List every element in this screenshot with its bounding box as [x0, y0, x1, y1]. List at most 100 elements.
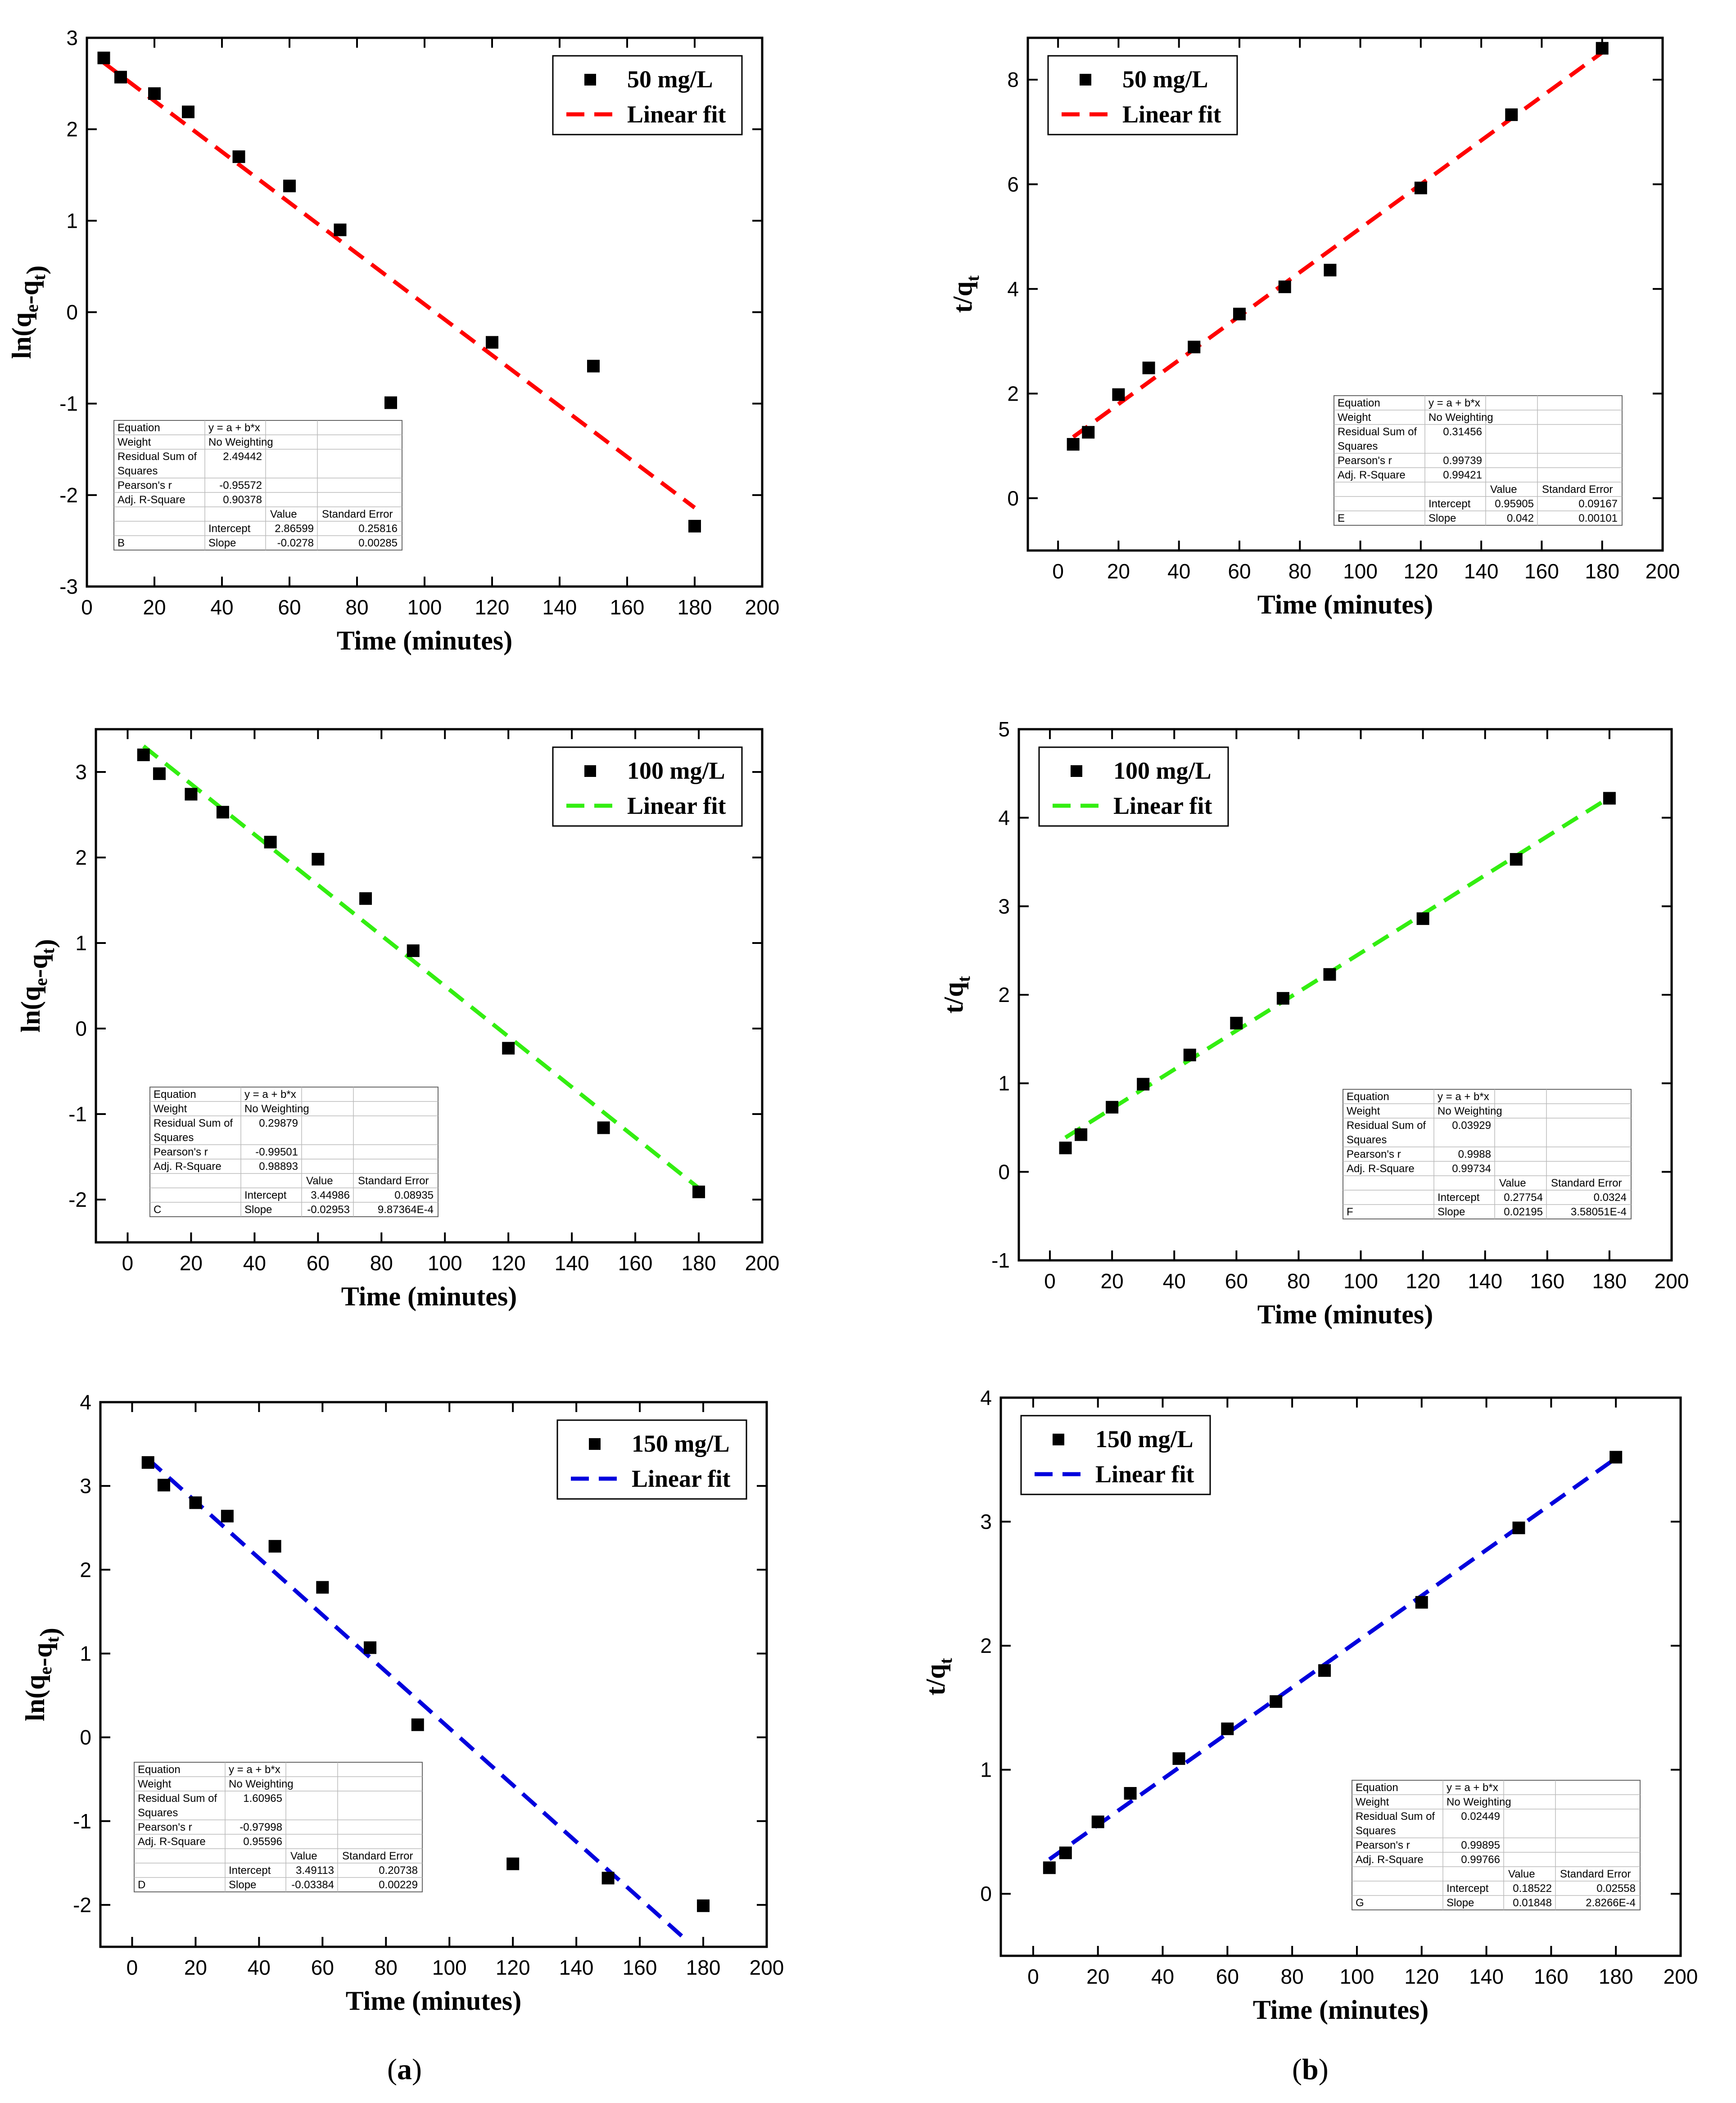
- y-tick-label: 2: [66, 117, 78, 141]
- stats-slope-label: Slope: [1429, 512, 1456, 524]
- stats-rss-label: Residual Sum of: [1356, 1810, 1435, 1823]
- x-tick-label: 40: [210, 596, 233, 619]
- data-point: [697, 1899, 710, 1912]
- stats-pearson-label: Pearson's r: [138, 1821, 192, 1833]
- data-point: [1188, 340, 1201, 353]
- data-point: [1415, 1596, 1428, 1609]
- y-label-part: ln(q: [16, 986, 45, 1033]
- stats-slope-label: Slope: [229, 1879, 256, 1891]
- stats-slope: 0.01848: [1513, 1897, 1552, 1909]
- stats-table-frame: [1334, 395, 1623, 526]
- y-tick-label: 2: [980, 1634, 992, 1657]
- x-tick-label: 200: [745, 596, 780, 619]
- data-point: [1221, 1722, 1234, 1735]
- panel-a-middle: 0 20 40 60 80 100 120 140 160 180 200 -2 -1 0 1 2 3 Time …: [16, 728, 779, 1311]
- y-tick-label: 4: [980, 1386, 992, 1409]
- y-axis-label: ln(qe-qt): [16, 939, 60, 1033]
- y-tick-label: 0: [75, 1017, 87, 1040]
- y-label-part: ): [21, 266, 51, 275]
- stats-pearson: 0.99895: [1461, 1839, 1500, 1851]
- stats-slope-se: 2.8266E-4: [1586, 1897, 1636, 1909]
- y-tick-label: 6: [1007, 172, 1019, 196]
- legend-marker: [589, 1438, 601, 1450]
- x-tick-label: 120: [496, 1956, 530, 1979]
- x-tick-label: 100: [1340, 1965, 1374, 1988]
- data-point: [1318, 1664, 1331, 1677]
- stats-rss-label-2: Squares: [118, 465, 158, 477]
- data-point: [587, 360, 600, 373]
- y-tick-label: 1: [66, 209, 78, 232]
- data-point: [1124, 1787, 1137, 1800]
- data-point: [1323, 968, 1336, 981]
- y-tick-label: 3: [80, 1474, 91, 1498]
- x-tick-label: 140: [1464, 560, 1499, 583]
- stats-weight: No Weighting: [208, 436, 273, 448]
- stats-slope-label: Slope: [208, 537, 236, 549]
- y-label-subscript: t: [936, 1658, 956, 1664]
- plot-frame: [999, 1396, 1682, 1957]
- x-tick-label: 120: [1406, 1269, 1440, 1293]
- stats-weight-label: Weight: [1338, 411, 1371, 424]
- data-point: [1043, 1861, 1056, 1874]
- y-tick-label: 4: [998, 806, 1010, 830]
- stats-intercept: 0.95905: [1495, 498, 1534, 510]
- legend-box: [1047, 55, 1238, 135]
- stats-pearson: 0.9988: [1458, 1148, 1491, 1160]
- data-point: [1270, 1695, 1283, 1708]
- data-point: [157, 1479, 170, 1492]
- y-label-part: t/q: [948, 281, 977, 313]
- legend-series-label: 100 mg/L: [1113, 757, 1212, 784]
- y-tick-label: -3: [59, 575, 78, 598]
- stats-table: Equation y = a + b*x Weight No Weighting Res…: [1334, 395, 1623, 526]
- stats-table: Equation y = a + b*x Weight No Weighting Res…: [1343, 1089, 1632, 1219]
- stats-slope-se: 0.00101: [1578, 512, 1618, 524]
- legend-marker: [1071, 765, 1082, 777]
- x-tick-label: 60: [311, 1956, 334, 1979]
- x-tick-label: 80: [345, 596, 368, 619]
- data-point: [153, 767, 166, 780]
- data-point: [384, 396, 397, 409]
- plot-frame: [1026, 36, 1664, 552]
- x-tick-label: 200: [1655, 1269, 1689, 1293]
- x-axis-label: Time (minutes): [1253, 1995, 1429, 2025]
- x-tick-label: 140: [1468, 1269, 1502, 1293]
- legend-marker: [584, 74, 596, 86]
- stats-rss: 0.03929: [1452, 1119, 1491, 1132]
- x-tick-label: 0: [81, 596, 93, 619]
- stats-letter: F: [1347, 1206, 1353, 1218]
- legend-series-label: 150 mg/L: [632, 1430, 730, 1457]
- stats-rss-label-2: Squares: [1347, 1134, 1387, 1146]
- stats-se-header: Standard Error: [342, 1850, 413, 1862]
- y-label-subscript: t: [42, 1636, 63, 1643]
- plot-frame: [95, 728, 764, 1244]
- x-tick-label: 100: [1343, 1269, 1378, 1293]
- x-axis-label: Time (minutes): [346, 1986, 522, 2016]
- x-tick-label: 180: [686, 1956, 721, 1979]
- stats-equation-label: Equation: [1356, 1782, 1398, 1794]
- x-tick-label: 140: [1469, 1965, 1504, 1988]
- data-point: [1230, 1016, 1243, 1029]
- x-axis-label: Time (minutes): [1257, 590, 1433, 619]
- stats-adjr-label: Adj. R-Square: [1338, 469, 1406, 481]
- x-tick-label: 160: [1524, 560, 1559, 583]
- data-point: [1278, 280, 1291, 293]
- x-tick-label: 0: [1044, 1269, 1056, 1293]
- y-axis-label: t/qt: [921, 1658, 956, 1696]
- y-tick-label: 1: [998, 1072, 1010, 1095]
- y-tick-label: -1: [73, 1810, 91, 1833]
- stats-weight-label: Weight: [154, 1103, 187, 1115]
- caption-a: (a): [387, 2053, 422, 2086]
- x-tick-label: 100: [428, 1251, 462, 1275]
- panel-b-top: 0 20 40 60 80 100 120 140 160 180 200 0 2 4 6 8 Time (mi…: [948, 36, 1680, 619]
- data-point: [502, 1042, 515, 1055]
- x-tick-label: 0: [127, 1956, 138, 1979]
- stats-slope-se: 0.00229: [379, 1879, 418, 1891]
- data-point: [364, 1641, 377, 1654]
- y-label-subscript: e: [35, 1667, 55, 1675]
- legend-box: [1020, 1415, 1211, 1495]
- stats-pearson-label: Pearson's r: [1338, 455, 1392, 467]
- stats-table-frame: [1352, 1780, 1641, 1910]
- stats-rss-label: Residual Sum of: [1347, 1119, 1426, 1132]
- y-tick-label: 4: [80, 1390, 91, 1414]
- data-point: [506, 1857, 520, 1870]
